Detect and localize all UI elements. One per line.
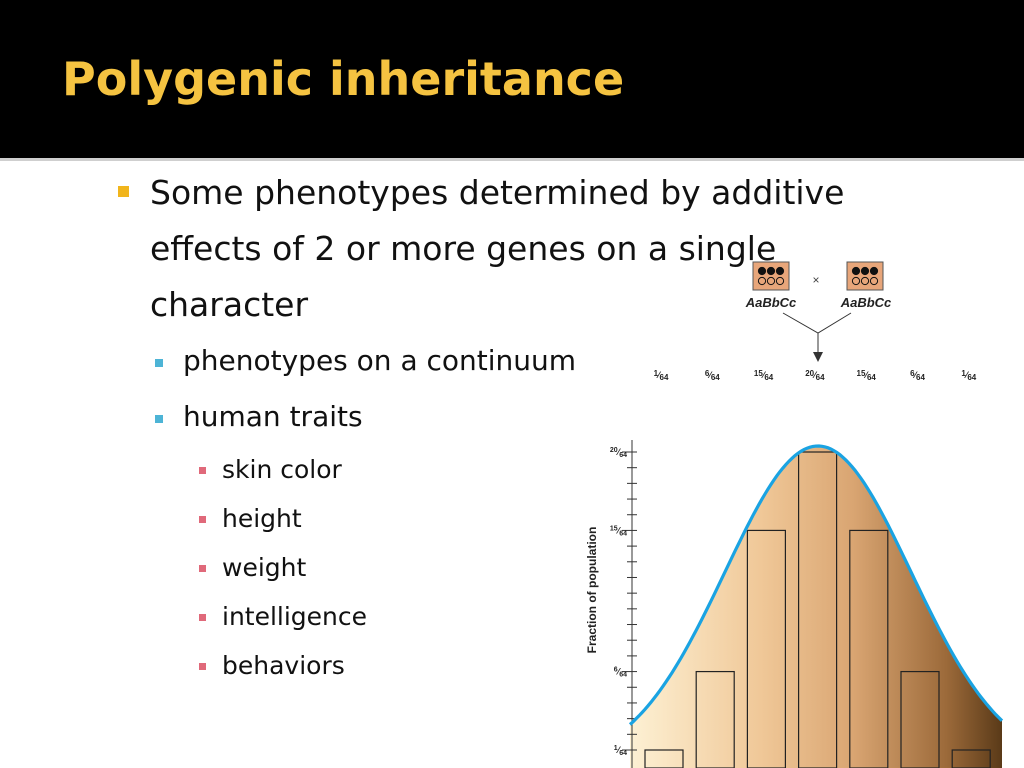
light-allele-dot [775,276,785,286]
bullet-marker-sub [155,359,163,367]
bar-3 [797,451,838,768]
cross-symbol: × [812,273,819,287]
trait-weight: weight [222,553,307,582]
bullet-marker-trait [199,614,206,621]
title-bar: Polygenic inheritance [0,0,1024,158]
dark-allele-dot [757,266,767,276]
bullet-marker-trait [199,565,206,572]
dark-allele-dot [775,266,785,276]
slide-title: Polygenic inheritance [62,52,625,106]
bullet-marker-trait [199,663,206,670]
genotype-fraction-label: 1⁄64 [654,369,669,382]
light-allele-dot [766,276,776,286]
light-allele-dot [869,276,879,286]
main-bullet-line-3: character [150,285,309,324]
dark-allele-dot [851,266,861,276]
bullet-marker-sub [155,415,163,423]
bar-0 [644,749,684,768]
normal-curve [628,444,1004,726]
y-axis-label: Fraction of population [585,527,599,654]
genotype-fraction-label: 1⁄64 [961,369,976,382]
y-tick-label: 15⁄64 [610,525,627,537]
light-allele-dot [860,276,870,286]
y-tick-label: 6⁄64 [614,667,627,679]
bar-2 [746,529,787,768]
dark-allele-dot [869,266,879,276]
bullet-marker-trait [199,467,206,474]
cross-lines [782,312,852,355]
trait-skin-color: skin color [222,455,342,484]
bar-6 [951,749,991,768]
genotype-fraction-label: 6⁄64 [705,369,720,382]
genotype-fraction-label: 15⁄64 [754,369,774,382]
y-tick-label: 20⁄64 [610,447,627,459]
genotype-fraction-label: 6⁄64 [910,369,925,382]
parent-2-box [846,261,884,291]
phenotype-gradient-area [630,446,1002,768]
bullet-marker-main [118,186,129,197]
trait-height: height [222,504,302,533]
main-bullet-line-1: Some phenotypes determined by additive [150,173,845,212]
light-allele-dot [757,276,767,286]
bar-4 [849,529,889,768]
genotype-fraction-label: 15⁄64 [857,369,877,382]
trait-behaviors: behaviors [222,651,345,680]
sub-bullet-human-traits: human traits [183,400,363,433]
parent-2-genotype: AaBbCc [840,295,892,310]
y-tick-label: 1⁄64 [614,745,627,757]
parent-1-genotype: AaBbCc [745,295,797,310]
distribution-chart: 1⁄64 6⁄64 15⁄64 20⁄64 Fraction of populatio… [585,440,1004,768]
cross-arrowhead [813,352,823,362]
parent-1-box [752,261,790,291]
sub-bullet-continuum: phenotypes on a continuum [183,344,577,377]
light-allele-dot [851,276,861,286]
main-bullet-line-2: effects of 2 or more genes on a single [150,229,777,268]
dark-allele-dot [860,266,870,276]
trait-intelligence: intelligence [222,602,368,631]
dark-allele-dot [766,266,776,276]
title-separator [0,158,1024,161]
bullet-marker-trait [199,516,206,523]
genotype-fraction-label: 20⁄64 [805,369,825,382]
